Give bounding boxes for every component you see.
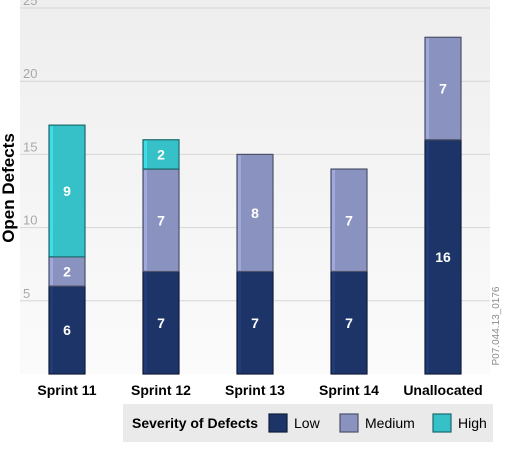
bar-highlight <box>332 170 335 271</box>
y-axis-label: Open Defects <box>0 133 18 243</box>
data-label: 16 <box>435 249 451 265</box>
legend-label: Low <box>294 415 321 431</box>
figure-reference-code: P07.044.13_0176 <box>491 286 502 365</box>
bar-highlight <box>144 272 147 373</box>
data-label: 7 <box>345 212 353 228</box>
bar-highlight <box>332 272 335 373</box>
bar-highlight <box>144 170 147 271</box>
bar-segment-medium <box>236 153 274 273</box>
data-label: 7 <box>157 315 165 331</box>
data-label: 2 <box>63 264 71 280</box>
bars: 6 2 9 7 7 2 7 8 7 7 16 7 <box>48 36 462 375</box>
bar-segment-high <box>142 139 180 170</box>
y-tick-labels: 5 10 15 20 25 <box>23 0 37 301</box>
y-tick-label: 5 <box>23 286 30 301</box>
data-label: 7 <box>251 315 259 331</box>
data-label: 9 <box>63 183 71 199</box>
data-label: 7 <box>157 212 165 228</box>
bar-highlight <box>50 287 53 373</box>
bar-segment-medium <box>330 168 368 273</box>
bar-segment-low <box>142 270 180 375</box>
bar-segment-high <box>48 124 86 258</box>
bar-segment-low <box>424 139 462 375</box>
legend-label: Medium <box>365 415 415 431</box>
category-label: Sprint 14 <box>319 382 379 398</box>
y-tick-label: 15 <box>23 139 37 154</box>
bar-highlight <box>144 140 147 169</box>
legend: Severity of Defects Low Medium High <box>123 404 493 442</box>
data-label: 2 <box>157 146 165 162</box>
y-tick-label: 25 <box>23 0 37 8</box>
data-label: 6 <box>63 322 71 338</box>
legend-label: High <box>458 415 487 431</box>
bar-segment-medium <box>48 256 86 287</box>
legend-swatch-high <box>432 413 452 433</box>
category-label: Sprint 13 <box>225 382 285 398</box>
bar-segment-low <box>236 270 274 375</box>
data-label: 8 <box>251 205 259 221</box>
category-label: Sprint 12 <box>131 382 191 398</box>
data-label: 7 <box>439 81 447 97</box>
bar-highlight <box>238 155 241 271</box>
bar-highlight <box>426 38 429 139</box>
y-tick-label: 20 <box>23 66 37 81</box>
legend-swatch-medium <box>339 413 359 433</box>
category-labels: Sprint 11 Sprint 12 Sprint 13 Sprint 14 Unal… <box>37 382 482 398</box>
category-label: Unallocated <box>403 382 482 398</box>
data-label: 7 <box>345 315 353 331</box>
y-tick-label: 10 <box>23 213 37 228</box>
legend-title: Severity of Defects <box>132 415 258 431</box>
legend-swatch-low <box>268 413 288 433</box>
bar-highlight <box>238 272 241 373</box>
bar-segment-medium <box>424 36 462 141</box>
bar-highlight <box>426 140 429 373</box>
bar-highlight <box>50 257 53 286</box>
bar-highlight <box>50 126 53 256</box>
bar-segment-medium <box>142 168 180 273</box>
category-label: Sprint 11 <box>37 382 96 398</box>
legend-box <box>123 404 493 442</box>
